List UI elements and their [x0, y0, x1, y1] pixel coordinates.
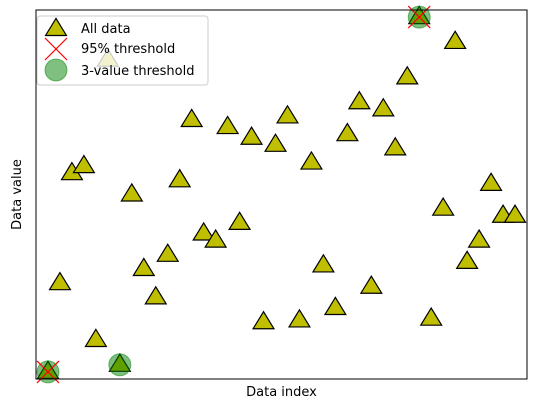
data-point-triangle	[383, 136, 407, 156]
data-point-triangle	[84, 328, 108, 348]
data-point-triangle	[156, 243, 180, 262]
data-point-triangle	[144, 285, 168, 305]
data-point-triangle	[467, 228, 491, 248]
legend-label-3-value-threshold: 3-value threshold	[81, 64, 194, 79]
data-point-triangle	[252, 310, 276, 330]
x-axis-label: Data index	[246, 385, 317, 400]
data-point-triangle	[299, 150, 323, 170]
data-point-triangle	[455, 250, 479, 270]
data-point-triangle	[216, 115, 240, 135]
legend-label-95-threshold: 95% threshold	[81, 42, 175, 57]
data-point-triangle	[48, 271, 72, 291]
data-point-triangle	[204, 228, 228, 248]
legend-marker-x	[44, 37, 68, 61]
legend-label-all-data: All data	[81, 22, 131, 37]
data-point-triangle	[395, 65, 419, 85]
data-point-triangle	[347, 90, 371, 110]
data-point-triangle	[168, 168, 192, 188]
data-point-triangle	[72, 154, 96, 174]
data-point-triangle	[335, 122, 359, 142]
data-point-triangle	[371, 97, 395, 117]
data-point-triangle	[180, 108, 204, 128]
data-point-triangle	[359, 274, 383, 294]
threshold-3-value-marker	[108, 353, 132, 377]
data-point-triangle	[240, 125, 264, 145]
legend-marker-circle	[44, 58, 68, 82]
data-point-triangle	[228, 211, 252, 230]
data-point-triangle	[132, 257, 156, 277]
legend-marker-triangle	[44, 17, 68, 37]
data-point-triangle	[431, 196, 455, 216]
data-point-triangle	[120, 182, 144, 202]
legend-markers	[44, 17, 68, 82]
data-point-triangle	[323, 296, 347, 316]
data-point-triangle	[503, 204, 527, 223]
data-point-triangle	[443, 30, 467, 50]
y-axis-label: Data value	[10, 159, 25, 230]
legend-box	[36, 15, 209, 86]
data-point-triangle	[264, 133, 288, 152]
data-point-triangle	[275, 104, 299, 124]
data-point-triangle	[479, 172, 503, 191]
legend: All data 95% threshold 3-value threshold	[36, 15, 209, 86]
data-point-triangle	[419, 306, 443, 326]
plot-frame	[35, 9, 528, 380]
data-point-triangle	[192, 221, 216, 241]
data-point-triangle	[311, 253, 335, 273]
data-point-triangle	[287, 308, 311, 328]
